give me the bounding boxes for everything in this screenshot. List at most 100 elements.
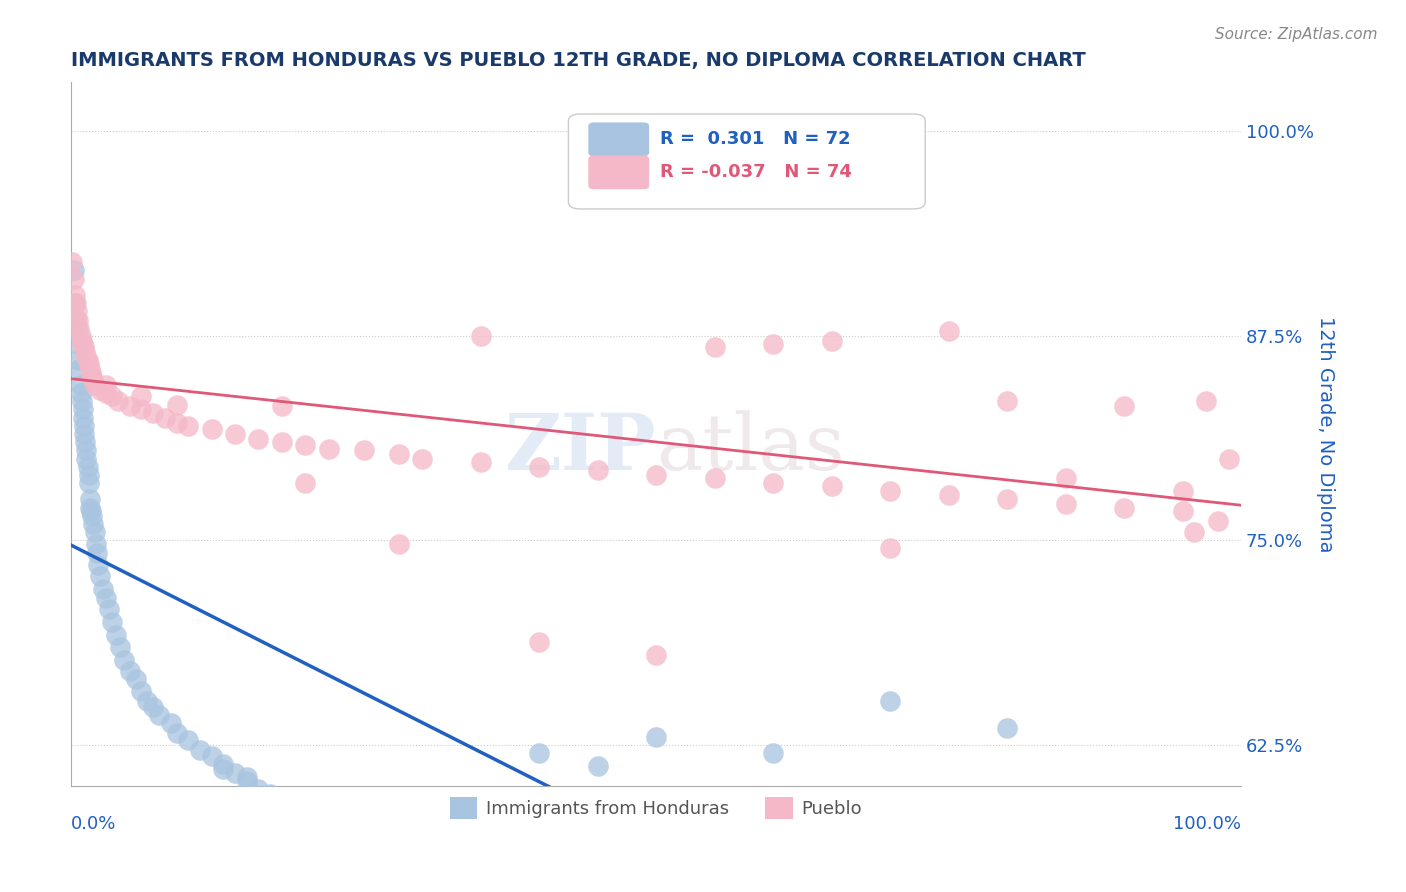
- Point: [353, 443, 375, 458]
- Point: [388, 447, 411, 461]
- Point: [82, 369, 104, 384]
- Point: [96, 378, 118, 392]
- Point: [1171, 484, 1194, 499]
- Point: [411, 451, 433, 466]
- Point: [82, 508, 104, 523]
- Point: [96, 386, 118, 401]
- Point: [86, 546, 108, 560]
- Point: [75, 443, 97, 458]
- Point: [83, 378, 105, 392]
- Point: [938, 487, 960, 501]
- Point: [586, 463, 609, 477]
- Point: [270, 795, 292, 809]
- Text: IMMIGRANTS FROM HONDURAS VS PUEBLO 12TH GRADE, NO DIPLOMA CORRELATION CHART: IMMIGRANTS FROM HONDURAS VS PUEBLO 12TH …: [72, 51, 1085, 70]
- Point: [104, 628, 127, 642]
- Point: [388, 536, 411, 550]
- Point: [67, 320, 90, 334]
- Point: [353, 811, 375, 825]
- Point: [224, 427, 246, 442]
- Point: [294, 790, 316, 805]
- Point: [87, 558, 110, 572]
- Point: [411, 830, 433, 845]
- Point: [112, 653, 135, 667]
- Point: [318, 442, 340, 456]
- FancyBboxPatch shape: [568, 114, 925, 209]
- Point: [1171, 504, 1194, 518]
- Point: [1218, 451, 1240, 466]
- Text: R =  0.301   N = 72: R = 0.301 N = 72: [659, 130, 851, 148]
- Point: [77, 476, 100, 491]
- Point: [188, 742, 211, 756]
- Point: [118, 399, 141, 413]
- FancyBboxPatch shape: [588, 122, 650, 156]
- Point: [77, 467, 100, 482]
- Point: [67, 337, 90, 351]
- Point: [879, 541, 901, 556]
- Point: [131, 389, 153, 403]
- Point: [645, 648, 668, 662]
- Point: [1206, 514, 1229, 528]
- Point: [69, 329, 91, 343]
- Point: [247, 432, 270, 446]
- Point: [201, 422, 224, 436]
- Point: [212, 757, 235, 772]
- Point: [166, 398, 188, 412]
- Point: [527, 746, 550, 760]
- Point: [938, 324, 960, 338]
- Point: [586, 759, 609, 773]
- Point: [69, 378, 91, 392]
- Point: [73, 418, 96, 433]
- Point: [270, 399, 292, 413]
- Point: [77, 357, 100, 371]
- Point: [142, 700, 165, 714]
- FancyBboxPatch shape: [588, 155, 650, 189]
- Point: [879, 693, 901, 707]
- Point: [995, 492, 1018, 507]
- Point: [294, 803, 316, 817]
- Point: [1112, 399, 1135, 413]
- Text: ZIP: ZIP: [505, 410, 657, 486]
- Point: [80, 367, 103, 381]
- Point: [66, 304, 89, 318]
- Text: 0.0%: 0.0%: [72, 815, 117, 833]
- Point: [703, 471, 725, 485]
- Point: [136, 693, 159, 707]
- Point: [110, 640, 132, 654]
- Point: [762, 746, 785, 760]
- Point: [96, 591, 118, 605]
- Point: [76, 459, 98, 474]
- Point: [1112, 500, 1135, 515]
- Point: [101, 389, 124, 403]
- Point: [72, 410, 94, 425]
- Point: [89, 569, 111, 583]
- Point: [67, 312, 90, 326]
- Point: [89, 383, 111, 397]
- Point: [527, 634, 550, 648]
- Point: [118, 664, 141, 678]
- Point: [124, 673, 146, 687]
- Point: [820, 479, 842, 493]
- Point: [76, 353, 98, 368]
- Point: [762, 337, 785, 351]
- Point: [294, 476, 316, 491]
- Point: [177, 732, 200, 747]
- Point: [470, 830, 492, 845]
- Point: [820, 334, 842, 348]
- Point: [66, 320, 89, 334]
- Point: [62, 271, 84, 285]
- Point: [340, 811, 363, 825]
- Point: [388, 824, 411, 838]
- Point: [364, 818, 387, 832]
- Point: [63, 288, 86, 302]
- Point: [235, 773, 257, 788]
- Point: [107, 394, 129, 409]
- Point: [80, 504, 103, 518]
- Point: [69, 386, 91, 401]
- Point: [75, 350, 97, 364]
- Point: [82, 373, 104, 387]
- Point: [83, 525, 105, 540]
- Point: [153, 410, 176, 425]
- Point: [259, 787, 281, 801]
- Point: [63, 296, 86, 310]
- Text: Source: ZipAtlas.com: Source: ZipAtlas.com: [1215, 27, 1378, 42]
